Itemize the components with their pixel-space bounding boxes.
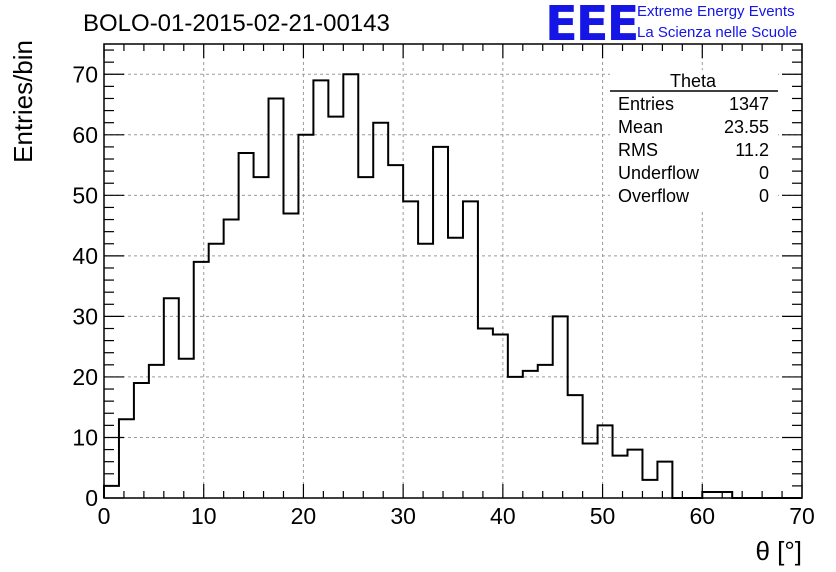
stats-box: Theta Entries 1347 Mean 23.55 RMS 11.2 U… [610,70,778,210]
y-tick-label: 0 [85,485,98,511]
stats-overflow-label: Overflow [618,186,690,206]
histogram-bin [119,419,134,498]
stats-rms-label: RMS [618,140,658,160]
histogram-bin [224,220,239,498]
y-tick-label: 30 [72,303,98,329]
x-tick-label: 20 [291,503,317,529]
histogram-bin [194,262,209,498]
histogram-bin [209,244,224,498]
y-tick-label: 70 [72,61,98,87]
histogram-bin [448,238,463,498]
y-tick-labels: 0 10 20 30 40 50 60 70 [72,61,98,511]
histogram-outline [103,73,802,499]
histogram-bin [642,480,657,498]
histogram-bin [104,486,119,498]
axis-ticks [103,44,803,499]
histogram-bin [628,450,643,498]
histogram-bin [568,395,583,498]
histogram-bin [598,425,613,498]
histogram-bin [657,462,672,498]
logo-tagline-2: La Scienza nelle Scuole [637,24,798,41]
y-tick-label: 50 [72,182,98,208]
stats-underflow-value: 0 [759,163,769,183]
histogram-bin [149,365,164,498]
chart-title: BOLO-01-2015-02-21-00143 [83,10,390,37]
x-tick-label: 70 [789,503,815,529]
stats-entries-label: Entries [618,94,674,114]
stats-rms-value: 11.2 [735,140,769,160]
histogram-bin [463,201,478,498]
x-axis-label: θ [°] [755,536,802,566]
histogram-bin [254,177,269,498]
x-tick-label: 50 [590,503,616,529]
histogram-bin [358,177,373,498]
histogram-bin [613,456,628,498]
histogram-bin [403,201,418,498]
histogram-bars [103,73,802,499]
histogram-bin [313,80,328,498]
y-tick-label: 20 [72,364,98,390]
x-tick-label: 0 [98,503,111,529]
logo-tagline-1: Extreme Energy Events [637,3,795,20]
y-axis-label: Entries/bin [8,40,38,163]
histogram-bin [134,383,149,498]
histogram-bin [433,147,448,498]
stats-mean-value: 23.55 [724,117,769,137]
histogram-bin [179,359,194,498]
histogram-bin [478,329,493,498]
stats-mean-label: Mean [618,117,663,137]
histogram-bin [298,135,313,498]
histogram-bin [553,316,568,498]
x-tick-label: 40 [490,503,516,529]
histogram-bin [343,74,358,498]
eee-logo: EEE [545,0,639,52]
histogram-bin [388,165,403,498]
histogram-bin [493,335,508,498]
x-tick-labels: 0 10 20 30 40 50 60 70 [98,503,815,529]
x-tick-label: 10 [191,503,217,529]
y-tick-label: 40 [72,243,98,269]
y-tick-label: 10 [72,424,98,450]
histogram-bin [418,244,433,498]
histogram-bin [583,444,598,498]
plot-frame [103,43,803,499]
stats-entries-value: 1347 [729,94,769,114]
x-tick-label: 30 [390,503,416,529]
x-tick-label: 60 [689,503,715,529]
stats-underflow-label: Underflow [618,163,700,183]
histogram-bin [239,153,254,498]
histogram-bin [523,371,538,498]
histogram-bin [164,298,179,498]
histogram-bin [328,117,343,498]
histogram-bin [538,365,553,498]
histogram-bin [269,98,284,498]
stats-box-title: Theta [670,71,717,91]
y-tick-label: 60 [72,122,98,148]
grid-lines [104,44,802,498]
histogram-bin [373,123,388,498]
stats-overflow-value: 0 [759,186,769,206]
